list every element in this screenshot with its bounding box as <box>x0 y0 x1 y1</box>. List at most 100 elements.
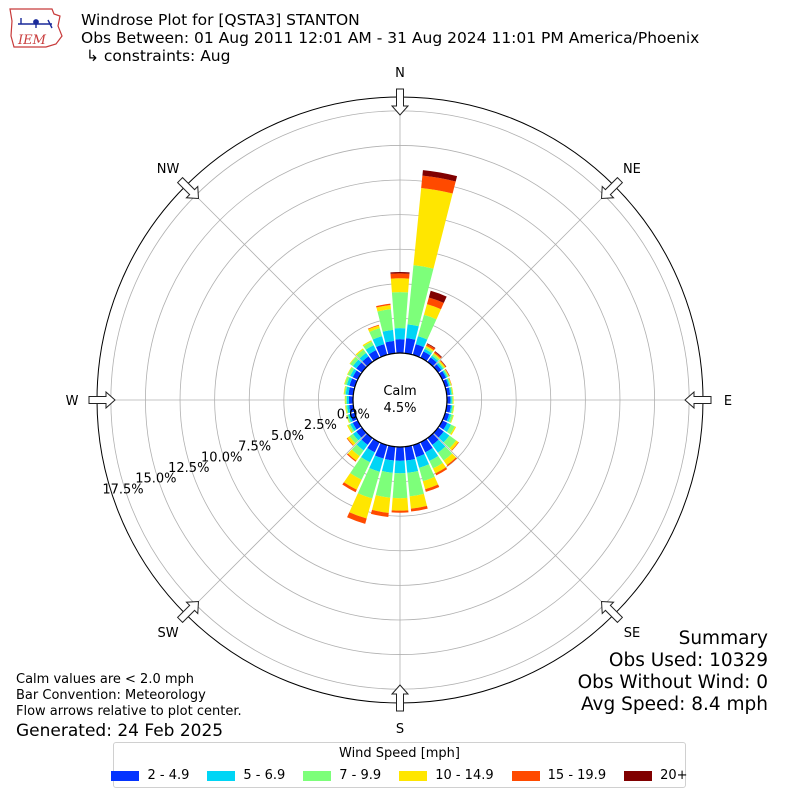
grid-spoke <box>185 185 368 368</box>
legend-label: 15 - 19.9 <box>547 768 607 783</box>
direction-label: NW <box>157 162 180 177</box>
legend-title: Wind Speed [mph] <box>339 746 460 761</box>
wind-bar-segment <box>449 405 453 413</box>
wind-bar-segment <box>445 368 450 377</box>
wind-bars <box>342 170 459 524</box>
grid-spoke <box>432 185 615 368</box>
wind-bar-segment <box>440 360 447 367</box>
wind-bar-segment <box>369 328 383 340</box>
footer-notes: Calm values are < 2.0 mph Bar Convention… <box>16 672 242 742</box>
calm-circle <box>352 352 448 448</box>
wind-bar-segment <box>346 437 354 446</box>
wind-bar-segment <box>430 355 439 363</box>
wind-bar-segment <box>368 325 380 332</box>
wind-bar-segment <box>372 336 385 348</box>
wind-bar-segment <box>356 427 367 438</box>
radial-tick-label: 7.5% <box>238 440 271 455</box>
wind-bar-segment <box>352 431 362 441</box>
wind-bar-segment <box>447 378 451 386</box>
wind-bar-segment <box>375 471 393 498</box>
grid-spoke <box>185 432 368 615</box>
wind-bar-segment <box>347 424 353 434</box>
wind-bar-segment <box>442 412 450 422</box>
wind-bar-segment <box>346 414 350 424</box>
wind-bar-segment <box>438 371 447 380</box>
wind-bar-segment <box>390 272 410 274</box>
wind-bar-segment <box>450 414 454 424</box>
wind-bar-segment <box>345 386 350 395</box>
wind-bar-segment <box>442 379 449 388</box>
calm-label: Calm <box>383 384 416 399</box>
legend-swatch <box>511 770 540 781</box>
wind-bar-segment <box>344 376 348 385</box>
wind-bar-segment <box>376 305 391 312</box>
wind-bar-segment <box>428 290 447 303</box>
radial-tick-label: 10.0% <box>201 450 242 465</box>
wind-bar-segment <box>407 471 424 497</box>
radial-tick-label: 5.0% <box>271 429 304 444</box>
flow-arrow-icon <box>88 390 116 410</box>
wind-bar-segment <box>349 356 356 365</box>
wind-bar-segment <box>394 460 406 474</box>
flow-arrow-icon <box>390 88 410 116</box>
legend-swatch <box>399 770 428 781</box>
wind-bar-segment <box>344 395 346 405</box>
wind-bar-segment <box>426 343 436 349</box>
wind-bar-segment <box>433 364 442 373</box>
wind-bar-segment <box>444 369 450 377</box>
grid-spoke <box>432 432 615 615</box>
wind-bar-segment <box>451 396 453 404</box>
wind-bar-segment <box>445 378 450 387</box>
wind-bar-segment <box>390 273 410 279</box>
wind-bar-segment <box>436 362 444 371</box>
wind-bar-segment <box>363 341 374 350</box>
flow-arrow-icon <box>176 176 200 200</box>
wind-bar-segment <box>450 405 454 414</box>
iem-logo: IEM <box>9 8 63 48</box>
wind-bar-segment <box>345 405 349 414</box>
summary-box: Summary Obs Used: 10329 Obs Without Wind… <box>578 628 768 716</box>
wind-bar-segment <box>423 304 441 320</box>
wind-bar-segment <box>356 362 367 373</box>
wind-bar-segment <box>451 386 454 395</box>
obs-used: Obs Used: 10329 <box>608 650 768 671</box>
wind-bar-segment <box>409 493 427 509</box>
wind-bar-segment <box>347 405 351 414</box>
wind-bar-segment <box>349 493 373 519</box>
legend-swatch <box>111 770 140 781</box>
direction-label: W <box>66 394 79 409</box>
wind-bar-segment <box>374 442 388 459</box>
legend: Wind Speed [mph] 2 - 4.9 5 - 6.9 7 - 9.9… <box>111 742 688 788</box>
wind-bar-segment <box>347 366 353 375</box>
flow-arrow-icon <box>600 176 624 200</box>
wind-bar-segment <box>348 396 354 404</box>
radial-tick-labels: 0.0%2.5%5.0%7.5%10.0%12.5%15.0%17.5% <box>102 408 369 498</box>
wind-bar-segment <box>438 431 450 443</box>
wind-bar-segment <box>350 357 359 367</box>
radial-tick-label: 17.5% <box>102 482 143 497</box>
calm-note: Calm values are < 2.0 mph <box>16 672 195 687</box>
wind-bar-segment <box>434 351 443 358</box>
wind-bar-segment <box>352 420 362 430</box>
wind-bar-segment <box>448 414 454 423</box>
wind-bar-segment <box>348 423 355 433</box>
wind-bar-segment <box>426 297 444 310</box>
direction-label: E <box>724 394 732 409</box>
summary-title: Summary <box>678 628 768 649</box>
wind-bar-segment <box>443 369 449 378</box>
wind-bar-segment <box>362 340 372 347</box>
wind-bar-segment <box>433 352 441 360</box>
legend-label: 7 - 9.9 <box>339 768 382 783</box>
legend-label: 20+ <box>660 768 688 783</box>
wind-bar-segment <box>344 386 348 395</box>
wind-bar-segment <box>344 405 348 414</box>
wind-bar-segment <box>433 351 442 359</box>
wind-bar-segment <box>446 457 457 467</box>
wind-bar-segment <box>365 345 377 355</box>
wind-bar-segment <box>390 278 410 293</box>
wind-bar-segment <box>451 441 459 451</box>
wind-bar-segment <box>343 473 362 490</box>
wind-bar-segment <box>395 339 405 354</box>
wind-bar-segment <box>391 497 409 511</box>
radial-tick-label: 0.0% <box>337 408 370 423</box>
